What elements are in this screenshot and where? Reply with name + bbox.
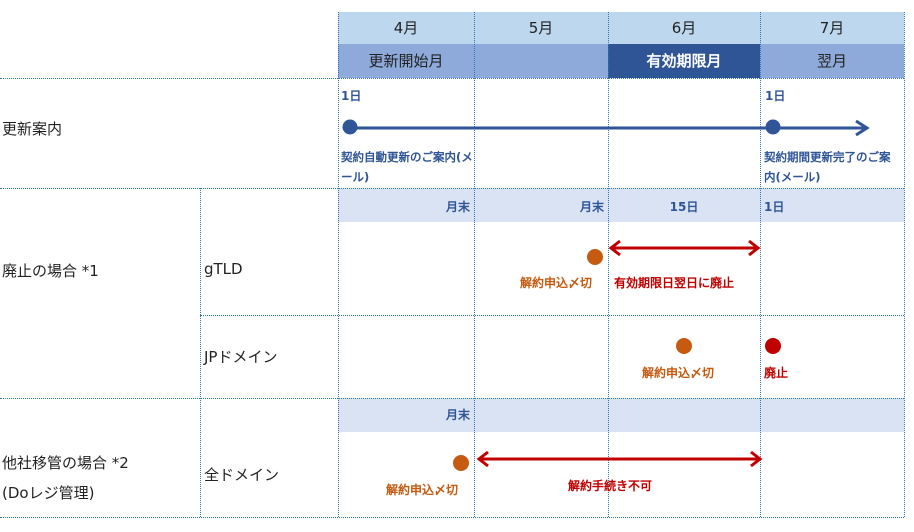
abolish-subheader — [338, 188, 904, 222]
sub-label: 15日 — [669, 200, 699, 214]
transfer-deadline: 解約申込〆切 — [386, 483, 459, 497]
gtld-deadline: 解約申込〆切 — [520, 276, 593, 290]
end-dot — [765, 119, 781, 135]
transfer-arrow — [476, 450, 763, 468]
transfer-span-note: 解約手続き不可 — [568, 479, 653, 493]
jp-deadline: 解約申込〆切 — [642, 366, 715, 380]
row-transfer-label2: (Doレジ管理) — [2, 484, 95, 502]
row-jp-label: JPドメイン — [204, 348, 278, 366]
jp-deadline-dot — [676, 338, 692, 354]
phase-blank — [474, 44, 608, 78]
transfer-deadline-dot — [453, 455, 469, 471]
gtld-arrow — [608, 239, 761, 257]
month-june: 6月 — [608, 12, 760, 44]
row-all-label: 全ドメイン — [204, 466, 280, 484]
row-transfer-label: 他社移管の場合 *2 — [2, 454, 129, 472]
month-july: 7月 — [760, 12, 904, 44]
row-renewal-label: 更新案内 — [2, 120, 63, 138]
end-day: 1日 — [765, 89, 786, 103]
sub-label: 月末 — [445, 408, 470, 422]
row-abolish-label: 廃止の場合 *1 — [2, 262, 99, 280]
end-note: 契約期間更新完了のご案内(メール) — [764, 150, 891, 184]
jp-abolish-dot — [765, 338, 781, 354]
gtld-span-note: 有効期限日翌日に廃止 — [614, 276, 735, 290]
start-note: 契約自動更新のご案内(メール) — [341, 150, 473, 184]
start-dot — [342, 119, 358, 135]
sub-label: 1日 — [764, 200, 785, 214]
phase-next: 翌月 — [760, 44, 904, 78]
gtld-deadline-dot — [587, 249, 603, 265]
sub-label: 月末 — [445, 200, 470, 214]
phase-start: 更新開始月 — [338, 44, 474, 78]
start-day: 1日 — [341, 89, 362, 103]
phase-expiry: 有効期限月 — [608, 44, 760, 78]
month-may: 5月 — [474, 12, 608, 44]
month-april: 4月 — [338, 12, 474, 44]
jp-abolished: 廃止 — [764, 366, 789, 380]
arrow-head — [855, 119, 870, 137]
row-gtld-label: gTLD — [204, 260, 243, 278]
sub-label: 月末 — [579, 200, 604, 214]
transfer-subheader — [338, 398, 904, 432]
